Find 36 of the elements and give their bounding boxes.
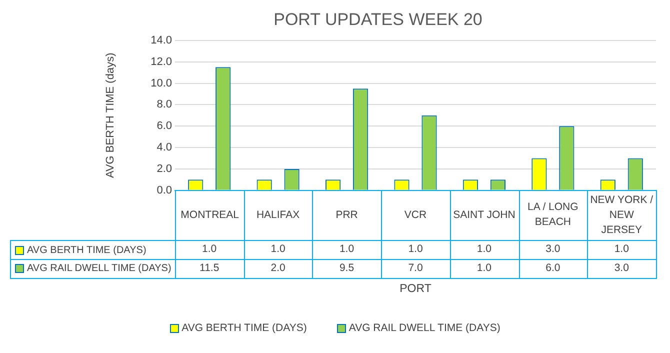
chart-title: PORT UPDATES WEEK 20 [274, 10, 482, 29]
y-tick-label: 0.0 [156, 184, 172, 196]
data-label: 1.0 [587, 240, 657, 260]
y-tick-label: 8.0 [156, 98, 172, 111]
data-label: 3.0 [518, 240, 588, 260]
data-label: 1.0 [450, 259, 520, 280]
x-tick-label: VCR [381, 190, 451, 242]
text: AVG RAIL DWELL TIME (DAYS) [348, 322, 500, 334]
data-label: 11.5 [175, 259, 245, 280]
text: AVG BERTH TIME (DAYS) [182, 322, 307, 334]
x-axis-title: PORT [398, 283, 432, 296]
data-label: 6.0 [518, 259, 588, 280]
y-tick-label: 4.0 [156, 142, 172, 154]
y-axis-title: AVG BERTH TIME (days) [104, 52, 117, 178]
data-label: 7.0 [381, 259, 451, 280]
data-label: 3.0 [587, 259, 657, 280]
y-tick-label: 2.0 [156, 163, 172, 176]
x-tick-label: SAINT JOHN [450, 190, 520, 242]
data-label: 1.0 [175, 240, 245, 260]
y-tick-label: 14.0 [150, 34, 172, 46]
data-label: 1.0 [312, 240, 382, 260]
x-tick-label: MONTREAL [175, 190, 245, 242]
data-label: 1.0 [381, 240, 451, 260]
y-tick-label: 10.0 [150, 77, 172, 90]
y-tick-label: 6.0 [156, 120, 172, 132]
x-tick-label: NEW YORK / NEW JERSEY [587, 190, 657, 242]
x-tick-label: LA / LONG BEACH [518, 190, 588, 242]
x-tick-label: PRR [312, 190, 382, 242]
y-tick-label: 12.0 [150, 56, 172, 68]
data-label: 9.5 [312, 259, 382, 280]
legend-label: AVG RAIL DWELL TIME (DAYS) [10, 259, 176, 280]
data-label: 2.0 [244, 259, 314, 280]
x-tick-label: HALIFAX [244, 190, 314, 242]
data-label: 1.0 [244, 240, 314, 260]
legend-label: AVG BERTH TIME (DAYS) [10, 240, 176, 260]
data-label: 1.0 [450, 240, 520, 260]
